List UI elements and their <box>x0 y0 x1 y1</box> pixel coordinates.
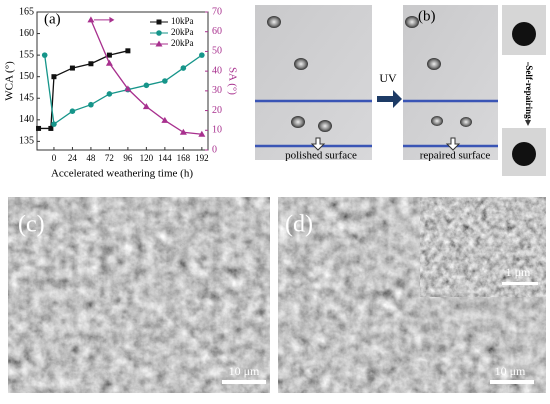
inset-scale-bar <box>502 282 538 285</box>
label-bg <box>519 66 537 118</box>
marker <box>41 52 48 58</box>
y-tick-label: 150 <box>19 71 34 82</box>
y2-tick-label: 30 <box>212 85 222 96</box>
scale-bar-label: 10 μm <box>495 364 526 378</box>
marker <box>48 125 54 131</box>
y-tick-label: 145 <box>19 93 34 104</box>
arrow-label: UV <box>379 71 397 85</box>
marker <box>106 52 112 58</box>
y2-axis-title: SA (°) <box>226 67 238 95</box>
panel-label: (c) <box>18 212 45 238</box>
inset-scale-label: 1 μm <box>506 265 531 279</box>
y-tick-label: 155 <box>19 49 34 60</box>
droplet <box>512 22 536 46</box>
y2-tick-label: 70 <box>212 6 222 17</box>
series-line <box>38 50 129 130</box>
legend-label: 20kPa <box>171 38 194 48</box>
marker <box>88 61 94 67</box>
x-tick-label: 192 <box>195 153 209 163</box>
marker <box>69 108 76 114</box>
marker <box>51 74 57 80</box>
axis-pointer-head <box>109 16 115 23</box>
caption: polished surface <box>285 150 357 162</box>
legend-label: 10kPa <box>171 16 194 26</box>
panel-label: (b) <box>418 8 436 24</box>
marker <box>106 91 113 97</box>
panel-c: (c) 10 μm <box>8 197 270 393</box>
marker <box>180 65 187 71</box>
marker <box>156 30 162 36</box>
caption: repaired surface <box>420 150 491 162</box>
marker <box>156 19 162 25</box>
marker <box>161 116 169 123</box>
marker <box>179 128 187 135</box>
scale-bar-label: 10 μm <box>229 364 260 378</box>
y2-tick-label: 20 <box>212 105 222 116</box>
scale-bar <box>222 380 266 384</box>
panel-d: (d) 1 μm 10 μm <box>278 196 547 393</box>
marker <box>124 85 132 92</box>
x-tick-label: 96 <box>123 153 133 163</box>
y2-tick-label: 0 <box>212 144 217 155</box>
arrow-head <box>525 120 531 126</box>
x-tick-label: 0 <box>52 153 57 163</box>
y2-tick-label: 40 <box>212 65 222 76</box>
x-axis-title: Accelerated weathering time (h) <box>51 168 193 180</box>
y-axis-title: WCA (°) <box>4 61 16 101</box>
inset-image <box>419 196 547 298</box>
x-tick-label: 144 <box>158 153 172 163</box>
y-tick-label: 140 <box>19 114 34 125</box>
panel-label: (a) <box>44 11 61 27</box>
marker <box>198 130 206 137</box>
marker <box>142 103 150 110</box>
arrow-icon <box>310 137 326 151</box>
photo-polished <box>255 5 372 160</box>
marker <box>69 65 75 71</box>
marker <box>88 101 94 108</box>
x-tick-label: 72 <box>105 153 114 163</box>
chart-a: (a) WCA (°) SA (°) Accelerated weatherin… <box>4 6 239 179</box>
x-tick-label: 24 <box>68 153 78 163</box>
y2-tick-label: 60 <box>212 26 222 37</box>
droplets <box>267 16 472 132</box>
x-tick-label: 120 <box>140 153 154 163</box>
x-tick-label: 48 <box>86 153 96 163</box>
panel-label: (d) <box>285 212 313 238</box>
marker <box>36 125 42 131</box>
plot-frame <box>36 11 209 151</box>
y2-tick-label: 50 <box>212 46 222 57</box>
marker <box>143 82 150 89</box>
scale-bar <box>490 380 534 384</box>
legend-label: 20kPa <box>171 27 194 37</box>
marker <box>162 78 168 84</box>
photo-repaired <box>403 5 498 160</box>
uv-arrow <box>377 90 402 108</box>
marker <box>125 48 131 54</box>
panel-b: polished surface repaired surface (b) UV… <box>255 5 546 176</box>
side-label: Self-repairing <box>524 65 534 119</box>
series-line <box>44 54 203 126</box>
arrow-icon <box>445 137 461 151</box>
marker <box>199 52 205 58</box>
x-tick-label: 168 <box>177 153 191 163</box>
sem-image <box>8 197 270 393</box>
y-tick-label: 135 <box>19 136 34 147</box>
marker <box>155 40 163 47</box>
marker <box>105 59 113 66</box>
y2-tick-label: 10 <box>212 125 222 136</box>
marker <box>87 16 95 23</box>
marker <box>51 121 57 127</box>
y-tick-label: 160 <box>19 28 34 39</box>
droplet <box>512 142 536 166</box>
y-tick-label: 165 <box>19 6 34 17</box>
